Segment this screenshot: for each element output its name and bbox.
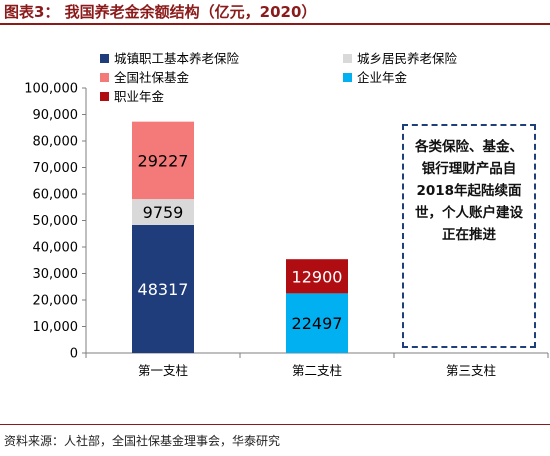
legend-label-2: 城乡居民养老保险 — [357, 51, 458, 66]
y-tick-label: 20,000 — [33, 294, 79, 309]
bar-segment-5 — [286, 259, 348, 294]
data-label: 22497 — [292, 314, 343, 333]
source-note: 资料来源：人社部，全国社保基金理事会，华泰研究 — [4, 434, 281, 448]
data-label: 9759 — [143, 203, 184, 222]
annotation-text: 各类保险、基金、银行理财产品自2018年起陆续面世，个人账户建设正在推进 — [415, 139, 523, 243]
legend-swatch-1 — [100, 54, 109, 63]
title-rule — [0, 23, 550, 25]
figure-header: 图表3： 我国养老金余额结构（亿元，2020） — [0, 0, 550, 25]
legend-swatch-4 — [343, 73, 352, 82]
y-tick-label: 100,000 — [24, 82, 78, 97]
x-tick-label: 第三支柱 — [446, 363, 496, 378]
x-tick-label: 第一支柱 — [138, 363, 188, 378]
legend-swatch-5 — [100, 92, 109, 101]
bar-segment-1 — [132, 224, 194, 353]
figure-title: 图表3： 我国养老金余额结构（亿元，2020） — [4, 3, 317, 21]
data-label: 12900 — [292, 267, 343, 286]
third-pillar-annotation-box: 各类保险、基金、银行理财产品自2018年起陆续面世，个人账户建设正在推进 — [402, 124, 536, 348]
y-tick-label: 30,000 — [33, 267, 79, 282]
legend-label-4: 企业年金 — [357, 70, 408, 85]
y-tick-label: 90,000 — [33, 108, 79, 123]
y-tick-label: 50,000 — [33, 214, 79, 229]
bar-segment-4 — [286, 293, 348, 353]
legend-swatch-2 — [343, 54, 352, 63]
bar-segment-2 — [132, 199, 194, 225]
source-rule — [0, 424, 550, 425]
data-label: 29227 — [138, 151, 189, 170]
legend-label-5: 职业年金 — [114, 89, 165, 104]
y-tick-label: 10,000 — [33, 320, 79, 335]
data-label: 48317 — [138, 280, 189, 299]
bar-segment-3 — [132, 121, 194, 200]
x-tick-label: 第二支柱 — [292, 363, 342, 378]
legend-label-3: 全国社保基金 — [114, 70, 190, 85]
y-tick-label: 70,000 — [33, 161, 79, 176]
y-tick-label: 40,000 — [33, 241, 79, 256]
legend-swatch-3 — [100, 73, 109, 82]
y-tick-label: 60,000 — [33, 188, 79, 203]
y-tick-label: 0 — [70, 347, 78, 362]
y-tick-label: 80,000 — [33, 135, 79, 150]
legend-label-1: 城镇职工基本养老保险 — [114, 51, 240, 66]
